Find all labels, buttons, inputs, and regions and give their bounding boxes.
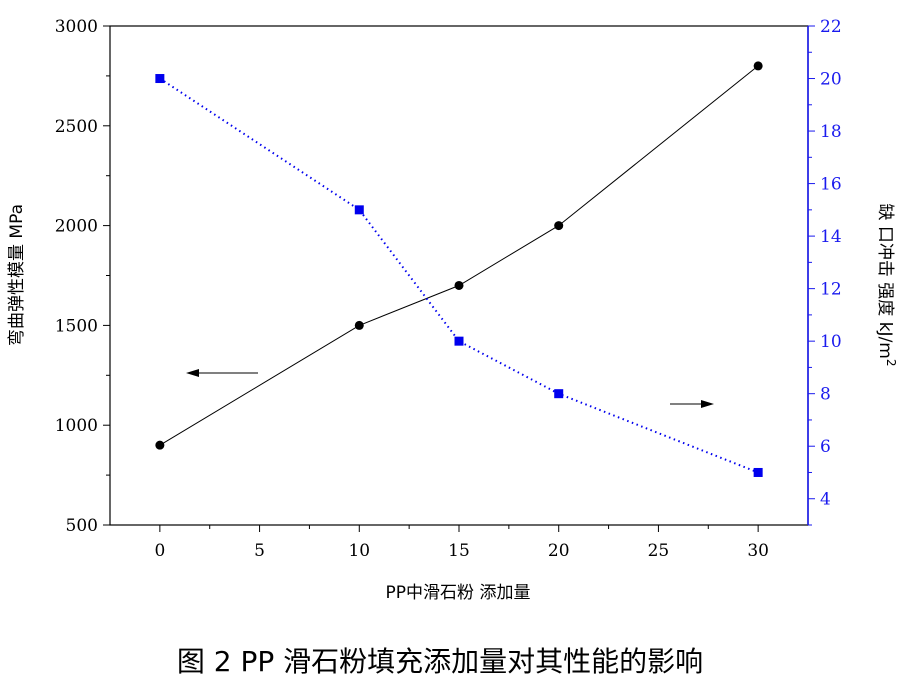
x-tick-label: 30 xyxy=(747,541,769,561)
impact-strength-point xyxy=(454,336,464,346)
x-tick-label: 20 xyxy=(548,541,570,561)
left-axis-title: 弯曲弹性模量 MPa xyxy=(7,204,27,346)
right-tick-label: 14 xyxy=(820,227,842,247)
modulus-point xyxy=(354,320,364,330)
x-tick-label: 10 xyxy=(348,541,370,561)
left-tick-label: 3000 xyxy=(55,17,98,37)
right-tick-label: 4 xyxy=(820,490,831,510)
impact-strength-point xyxy=(155,74,165,84)
right-axis-title-superscript: 2 xyxy=(884,359,898,367)
x-tick-label: 15 xyxy=(448,541,470,561)
x-tick-label: 25 xyxy=(648,541,670,561)
series-layer xyxy=(155,61,763,477)
left-tick-label: 500 xyxy=(66,516,98,536)
left-tick-label: 2000 xyxy=(55,217,98,237)
plot-frame xyxy=(109,25,809,526)
right-tick-label: 22 xyxy=(820,17,842,37)
right-axis-title: 缺 口冲击 强度 kJ/m2 xyxy=(875,204,898,367)
left-series-line xyxy=(159,65,759,446)
axis-ticks xyxy=(103,25,815,532)
impact-strength-point xyxy=(354,205,364,215)
left-tick-label: 1000 xyxy=(55,416,98,436)
x-tick-label: 5 xyxy=(254,541,265,561)
right-tick-label: 6 xyxy=(820,437,831,457)
impact-strength-point xyxy=(753,467,763,477)
right-tick-label: 8 xyxy=(820,385,831,405)
left-tick-label: 1500 xyxy=(55,316,98,336)
tick-labels: 0 5 10 15 20 25 30 500 1000 1500 2000 2500 3000 4 6 8 10… xyxy=(55,17,842,561)
right-axis-title-main: 缺 口冲击 强度 kJ/m xyxy=(875,204,895,359)
impact-strength-point xyxy=(554,389,564,399)
figure-caption: 图 2 PP 滑石粉填充添加量对其性能的影响 xyxy=(176,645,704,678)
right-tick-label: 18 xyxy=(820,122,842,142)
modulus-point xyxy=(155,440,165,450)
x-tick-label: 0 xyxy=(154,541,165,561)
modulus-point xyxy=(554,221,564,231)
arrow-left-annotation xyxy=(186,369,258,377)
right-tick-label: 16 xyxy=(820,175,842,195)
left-tick-label: 2500 xyxy=(55,117,98,137)
x-axis-title: PP中滑石粉 添加量 xyxy=(386,583,531,603)
arrow-right-annotation xyxy=(670,400,714,408)
right-tick-label: 12 xyxy=(820,280,842,300)
chart-svg: 0 5 10 15 20 25 30 500 1000 1500 2000 2500 3000 4 6 8 10… xyxy=(7,17,898,603)
modulus-point xyxy=(454,280,464,290)
right-tick-label: 10 xyxy=(820,332,842,352)
right-tick-label: 20 xyxy=(820,70,842,90)
modulus-point xyxy=(753,61,763,71)
